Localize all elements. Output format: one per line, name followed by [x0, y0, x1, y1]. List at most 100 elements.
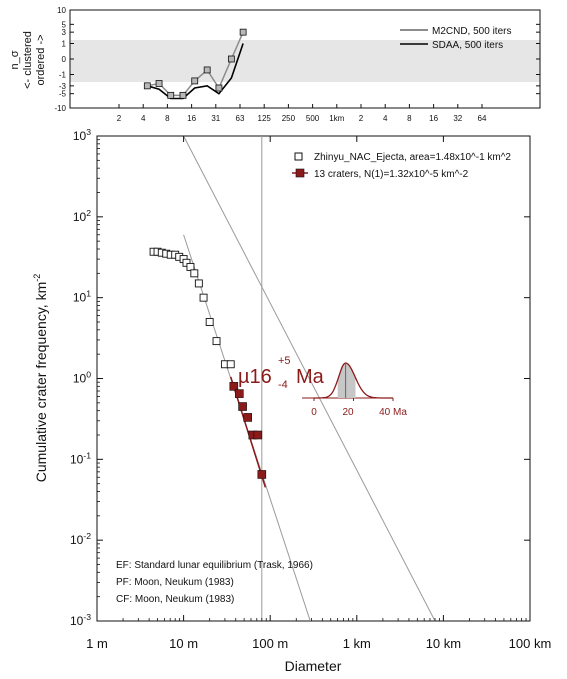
randomness-y-tick-label: 5 [62, 20, 67, 29]
legend-label-sdaa: SDAA, 500 iters [432, 40, 503, 51]
y-axis-label: Cumulative crater frequency, km-2 [32, 274, 49, 483]
randomness-x-tick-label: 500 [306, 114, 320, 123]
legend-marker-open [294, 152, 303, 161]
randomness-y-tick-label: 0 [62, 55, 67, 64]
ejecta-point [190, 269, 199, 278]
randomness-point [203, 66, 211, 74]
randomness-y-tick-label: -5 [59, 90, 67, 99]
reference-line-ef [183, 135, 436, 622]
randomness-x-tick-label: 2 [359, 114, 364, 123]
pdf-tick-label-0: 0 [311, 407, 317, 418]
csfd-y-tick-label: 103 [73, 127, 91, 143]
randomness-y-label-line: <- clustered [22, 31, 34, 89]
age-label: µ16 [238, 366, 272, 388]
randomness-y-label-line: ordered -> [35, 34, 47, 85]
randomness-point [143, 82, 151, 90]
ejecta-point [182, 258, 191, 267]
csfd-y-ticks: 103 102 101 100 10-1 10-2 10-3 [70, 127, 530, 628]
ejecta-point [186, 262, 195, 271]
randomness-legend: M2CND, 500 iters SDAA, 500 iters [400, 26, 511, 51]
randomness-x-tick-label: 4 [141, 114, 146, 123]
csfd-y-tick-label: 100 [73, 370, 91, 386]
randomness-x-ticks: 2 4 8 16 31 63 125 250 500 1km 2 4 8 16 32 64 [117, 104, 487, 123]
pdf-confidence-fill [337, 363, 356, 398]
randomness-y-tick-label: -1 [59, 71, 67, 80]
csfd-x-tick-label: 10 m [169, 636, 198, 651]
randomness-y-tick-label: -3 [59, 82, 67, 91]
legend-label-ejecta: Zhinyu_NAC_Ejecta, area=1.48x10^-1 km^2 [314, 152, 511, 163]
neutral-band [70, 40, 540, 82]
age-pdf-inset: 0 20 40 Ma [302, 362, 407, 418]
randomness-point [191, 77, 199, 85]
randomness-y-tick-label: -10 [54, 104, 66, 113]
crater-point [253, 430, 263, 440]
csfd-y-tick-label: 10-1 [70, 450, 91, 466]
age-plus: +5 [278, 355, 291, 367]
randomness-x-tick-label: 32 [453, 114, 462, 123]
csfd-panel: 103 102 101 100 10-1 10-2 10-3 1 m 10 m 100 m 1 k… [32, 127, 551, 674]
age-unit: Ma [296, 366, 325, 388]
csfd-x-tick-label: 100 km [509, 636, 552, 651]
footnote-cf: CF: Moon, Neukum (1983) [116, 594, 234, 605]
ejecta-point [199, 293, 208, 302]
randomness-x-tick-label: 16 [429, 114, 438, 123]
randomness-x-tick-label: 64 [478, 114, 487, 123]
series-line-sdaa [147, 43, 244, 100]
ejecta-point [212, 337, 221, 346]
crater-point [257, 470, 267, 479]
age-minus: -4 [278, 379, 288, 391]
randomness-x-tick-label: 16 [187, 114, 196, 123]
footnotes: EF: Standard lunar equilibrium (Trask, 1… [116, 560, 313, 605]
randomness-point [155, 80, 163, 87]
x-axis-label: Diameter [285, 658, 342, 674]
ejecta-point [205, 318, 214, 326]
pdf-tick-label-40: 40 Ma [379, 407, 407, 418]
csfd-y-tick-label: 10-2 [70, 531, 91, 547]
csfd-x-ticks: 1 m 10 m 100 m 1 km 10 km 100 km [86, 136, 551, 651]
randomness-point [179, 91, 187, 99]
csfd-y-tick-label: 101 [73, 289, 91, 305]
age-prefix: µ [238, 366, 250, 388]
csfd-y-tick-label: 10-3 [70, 612, 91, 628]
randomness-x-tick-label: 8 [407, 114, 412, 123]
csfd-series [149, 247, 267, 488]
randomness-x-tick-label: 1km [329, 114, 344, 123]
crater-point [243, 413, 253, 422]
crater-point [229, 382, 239, 391]
randomness-series [143, 28, 247, 100]
ejecta-point [226, 360, 235, 369]
randomness-point [227, 55, 235, 63]
crater-point [238, 402, 247, 411]
age-value: 16 [250, 366, 272, 388]
csfd-x-tick-label: 1 m [86, 636, 108, 651]
csfd-x-tick-label: 10 km [426, 636, 461, 651]
randomness-y-tick-label: 1 [62, 40, 67, 49]
legend-label-craters: 13 craters, N(1)=1.32x10^-5 km^-2 [314, 169, 469, 180]
pdf-curve [314, 362, 393, 399]
randomness-x-tick-label: 8 [165, 114, 170, 123]
csfd-x-tick-label: 100 m [252, 636, 288, 651]
randomness-x-tick-label: 2 [117, 114, 122, 123]
randomness-x-tick-label: 63 [236, 114, 245, 123]
legend-marker-filled [295, 168, 305, 178]
randomness-y-tick-label: 3 [62, 28, 67, 37]
csfd-x-tick-label: 1 km [343, 636, 371, 651]
randomness-y-label-line: n_σ [9, 50, 21, 69]
randomness-x-tick-label: 4 [383, 114, 388, 123]
crater-point [235, 389, 244, 398]
randomness-x-tick-label: 250 [282, 114, 296, 123]
randomness-point [215, 84, 223, 92]
age-annotation: µ16 +5 -4 Ma [238, 355, 325, 391]
footnote-ef: EF: Standard lunar equilibrium (Trask, 1… [116, 560, 313, 571]
pdf-tick-label-20: 20 [342, 407, 354, 418]
footnote-pf: PF: Moon, Neukum (1983) [116, 577, 234, 588]
ejecta-point [194, 279, 203, 288]
randomness-x-tick-label: 125 [258, 114, 272, 123]
csfd-legend: Zhinyu_NAC_Ejecta, area=1.48x10^-1 km^2 … [292, 152, 511, 180]
legend-label-m2cnd: M2CND, 500 iters [432, 26, 511, 37]
csfd-y-tick-label: 102 [73, 208, 91, 224]
randomness-point [239, 28, 247, 36]
